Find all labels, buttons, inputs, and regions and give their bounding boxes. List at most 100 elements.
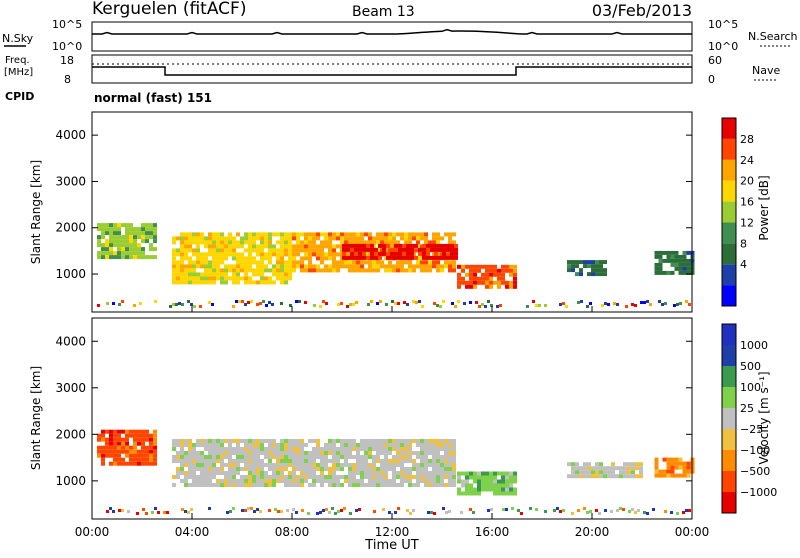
heatmap-cell bbox=[208, 439, 212, 443]
heatmap-cell bbox=[121, 300, 124, 303]
heatmap-cell bbox=[121, 223, 125, 228]
heatmap-cell bbox=[420, 475, 424, 479]
heatmap-cell bbox=[356, 463, 360, 467]
heatmap-cell bbox=[481, 276, 485, 281]
heatmap-cell bbox=[430, 255, 434, 260]
heatmap-cell bbox=[352, 447, 356, 451]
heatmap-cell bbox=[599, 462, 603, 467]
heatmap-cell bbox=[575, 272, 579, 277]
heatmap-cell bbox=[280, 280, 284, 285]
heatmap-cell bbox=[145, 461, 149, 466]
heatmap-cell bbox=[505, 491, 509, 496]
heatmap-cell bbox=[509, 284, 513, 289]
heatmap-cell bbox=[212, 471, 216, 475]
heatmap-cell bbox=[368, 471, 372, 475]
heatmap-cell bbox=[571, 260, 575, 265]
heatmap-cell bbox=[332, 459, 336, 463]
heatmap-cell bbox=[149, 255, 153, 260]
heatmap-cell bbox=[196, 475, 200, 479]
heatmap-cell bbox=[105, 429, 109, 434]
heatmap-cell bbox=[428, 479, 432, 483]
heatmap-cell bbox=[340, 447, 344, 451]
heatmap-cell bbox=[360, 463, 364, 467]
heatmap-cell bbox=[448, 236, 452, 241]
heatmap-cell bbox=[595, 509, 598, 512]
colorbar-segment bbox=[722, 324, 736, 345]
heatmap-cell bbox=[385, 303, 388, 306]
heatmap-cell bbox=[501, 272, 505, 277]
heatmap-cell bbox=[176, 451, 180, 455]
heatmap-cell bbox=[200, 455, 204, 459]
heatmap-cell bbox=[121, 243, 125, 248]
heatmap-cell bbox=[344, 475, 348, 479]
heatmap-cell bbox=[236, 471, 240, 475]
heatmap-cell bbox=[312, 451, 316, 455]
heatmap-cell bbox=[320, 455, 324, 459]
heatmap-cell bbox=[149, 445, 153, 450]
heatmap-cell bbox=[336, 467, 340, 471]
heatmap-cell bbox=[260, 248, 264, 253]
heatmap-cell bbox=[420, 260, 424, 265]
heatmap-cell bbox=[129, 223, 133, 228]
heatmap-cell bbox=[212, 280, 216, 285]
heatmap-cell bbox=[248, 463, 252, 467]
heatmap-cell bbox=[406, 303, 409, 306]
heatmap-cell bbox=[133, 235, 137, 240]
heatmap-cell bbox=[220, 483, 224, 487]
heatmap-cell bbox=[320, 483, 324, 487]
heatmap-cell bbox=[571, 268, 575, 273]
x-tick-label: 00:00 bbox=[75, 525, 110, 539]
heatmap-cell bbox=[440, 264, 444, 269]
heatmap-cell bbox=[228, 236, 232, 241]
time-axis: 00:00 04:00 08:00 12:00 16:00 20:00 00:00 bbox=[75, 306, 709, 539]
heatmap-cell bbox=[248, 244, 252, 249]
heatmap-cell bbox=[320, 463, 324, 467]
heatmap-cell bbox=[452, 447, 456, 451]
heatmap-cell bbox=[517, 509, 520, 512]
heatmap-cell bbox=[328, 451, 332, 455]
heatmap-cell bbox=[180, 447, 184, 451]
heatmap-cell bbox=[264, 280, 268, 285]
heatmap-cell bbox=[188, 256, 192, 261]
heatmap-cell bbox=[666, 469, 671, 474]
heatmap-cell bbox=[133, 251, 137, 256]
heatmap-cell bbox=[374, 255, 378, 260]
heatmap-cell bbox=[109, 243, 113, 248]
heatmap-cell bbox=[224, 268, 228, 273]
heatmap-cell bbox=[678, 457, 683, 462]
heatmap-cell bbox=[248, 260, 252, 265]
colorbar-segment bbox=[722, 180, 736, 202]
heatmap-cell bbox=[216, 467, 220, 471]
heatmap-cell bbox=[109, 437, 113, 442]
heatmap-cell bbox=[211, 303, 214, 306]
heatmap-cell bbox=[336, 459, 340, 463]
heatmap-cell bbox=[364, 455, 368, 459]
heatmap-cell bbox=[336, 260, 340, 265]
heatmap-cell bbox=[105, 445, 109, 450]
heatmap-cell bbox=[252, 479, 256, 483]
heatmap-cell bbox=[444, 459, 448, 463]
heatmap-cell bbox=[332, 475, 336, 479]
heatmap-cell bbox=[304, 479, 308, 483]
heatmap-cell bbox=[457, 272, 461, 277]
heatmap-cell bbox=[248, 240, 252, 245]
heatmap-cell bbox=[192, 260, 196, 265]
heatmap-cell bbox=[280, 475, 284, 479]
heatmap-cell bbox=[409, 512, 412, 515]
heatmap-cell bbox=[436, 479, 440, 483]
colorbar-tick-label: −500 bbox=[740, 465, 770, 478]
heatmap-cell bbox=[141, 449, 145, 454]
heatmap-cell bbox=[461, 276, 465, 281]
heatmap-cell bbox=[400, 451, 404, 455]
heatmap-cell bbox=[145, 457, 149, 462]
heatmap-cell bbox=[137, 457, 141, 462]
heatmap-cell bbox=[567, 264, 571, 269]
heatmap-cell bbox=[240, 256, 244, 261]
heatmap-cell bbox=[481, 471, 485, 476]
heatmap-cell bbox=[113, 227, 117, 232]
heatmap-cell bbox=[432, 459, 436, 463]
heatmap-cell bbox=[196, 272, 200, 277]
heatmap-cell bbox=[378, 243, 382, 248]
heatmap-cell bbox=[228, 268, 232, 273]
heatmap-cell bbox=[180, 439, 184, 443]
